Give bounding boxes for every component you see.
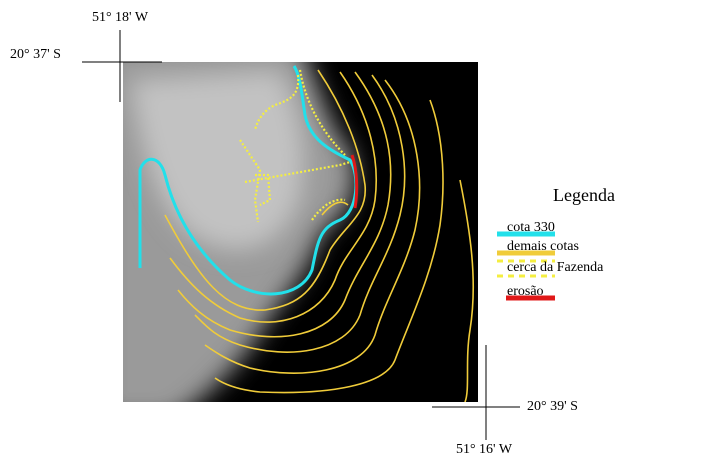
- page: {"coordinates": {"top_left_lon": "51° 18…: [0, 0, 706, 459]
- legend-label: cerca da Fazenda: [507, 260, 604, 275]
- map-figure: 51° 18' W 20° 37' S 20° 39' S 51° 16' W …: [0, 0, 706, 459]
- coordinate-label: 51° 16' W: [456, 442, 513, 457]
- coordinate-label: 20° 37' S: [10, 47, 61, 62]
- coordinate-label: 51° 18' W: [92, 10, 149, 25]
- legend-label: demais cotas: [507, 239, 579, 254]
- legend-label: cota 330: [507, 220, 555, 235]
- legend-label: erosão: [507, 284, 544, 299]
- satellite-image: [100, 40, 478, 420]
- body: 51° 18' W 20° 37' S 20° 39' S 51° 16' W …: [0, 0, 706, 459]
- coordinate-label: 20° 39' S: [527, 399, 578, 414]
- legend: cota 330 demais cotas cerca da Fazenda eros…: [497, 220, 604, 299]
- legend-title: Legenda: [553, 185, 615, 205]
